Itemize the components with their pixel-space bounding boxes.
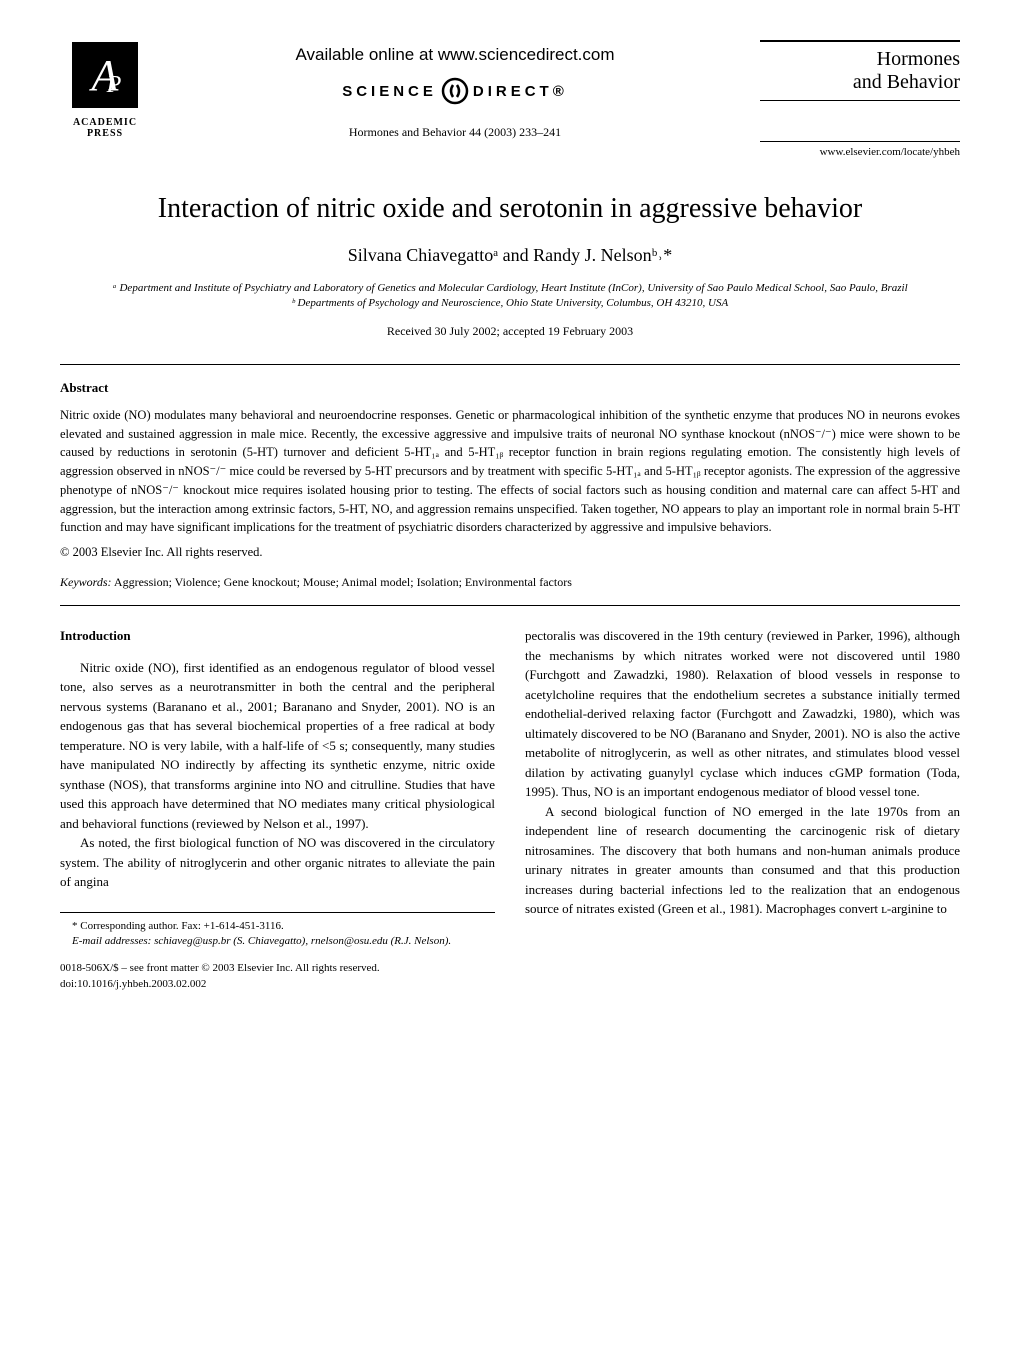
footnotes: * Corresponding author. Fax: +1-614-451-… — [60, 912, 495, 993]
issn-line: 0018-506X/$ – see front matter © 2003 El… — [60, 961, 495, 976]
journal-citation: Hormones and Behavior 44 (2003) 233–241 — [150, 125, 760, 140]
affiliation-b: ᵇ Departments of Psychology and Neurosci… — [60, 296, 960, 311]
intro-para-3: pectoralis was discovered in the 19th ce… — [525, 626, 960, 802]
page-header: A P ACADEMIC PRESS Available online at w… — [60, 40, 960, 158]
received-dates: Received 30 July 2002; accepted 19 Febru… — [60, 324, 960, 339]
article-title: Interaction of nitric oxide and serotoni… — [60, 193, 960, 225]
doi-line: doi:10.1016/j.yhbeh.2003.02.002 — [60, 977, 495, 992]
divider — [60, 605, 960, 606]
right-column: pectoralis was discovered in the 19th ce… — [525, 626, 960, 992]
publisher-label: ACADEMIC PRESS — [60, 117, 150, 139]
journal-name: Hormones and Behavior — [760, 40, 960, 101]
right-header: Hormones and Behavior www.elsevier.com/l… — [760, 40, 960, 158]
intro-para-1: Nitric oxide (NO), first identified as a… — [60, 658, 495, 834]
sciencedirect-icon — [441, 77, 469, 105]
divider — [60, 364, 960, 365]
journal-name-line1: Hormones — [877, 48, 960, 70]
abstract-heading: Abstract — [60, 380, 960, 396]
available-online-text: Available online at www.sciencedirect.co… — [150, 45, 760, 65]
center-header: Available online at www.sciencedirect.co… — [150, 40, 760, 140]
left-column: Introduction Nitric oxide (NO), first id… — [60, 626, 495, 992]
svg-text:P: P — [106, 72, 122, 98]
keywords-list: Aggression; Violence; Gene knockout; Mou… — [114, 575, 572, 589]
sciencedirect-logo: SCIENCE DIRECT® — [150, 77, 760, 105]
abstract-text: Nitric oxide (NO) modulates many behavio… — [60, 406, 960, 537]
direct-label: DIRECT® — [473, 83, 568, 100]
main-content: Introduction Nitric oxide (NO), first id… — [60, 626, 960, 992]
abstract-copyright: © 2003 Elsevier Inc. All rights reserved… — [60, 545, 960, 560]
affiliations: ᵃ Department and Institute of Psychiatry… — [60, 281, 960, 312]
introduction-heading: Introduction — [60, 626, 495, 646]
journal-url: www.elsevier.com/locate/yhbeh — [760, 141, 960, 158]
corresponding-author: * Corresponding author. Fax: +1-614-451-… — [60, 919, 495, 934]
keywords-label: Keywords: — [60, 575, 112, 589]
intro-para-2: As noted, the first biological function … — [60, 833, 495, 892]
keywords: Keywords: Aggression; Violence; Gene kno… — [60, 575, 960, 590]
affiliation-a: ᵃ Department and Institute of Psychiatry… — [60, 281, 960, 296]
journal-name-line2: and Behavior — [853, 71, 960, 93]
doi-section: 0018-506X/$ – see front matter © 2003 El… — [60, 961, 495, 992]
intro-para-4: A second biological function of NO emerg… — [525, 802, 960, 919]
science-label: SCIENCE — [342, 83, 437, 100]
email-text: E-mail addresses: schiaveg@usp.br (S. Ch… — [72, 935, 451, 947]
academic-press-logo-icon: A P — [70, 40, 140, 110]
authors: Silvana Chiavegattoᵃ and Randy J. Nelson… — [60, 245, 960, 266]
publisher-logo-box: A P ACADEMIC PRESS — [60, 40, 150, 139]
email-addresses: E-mail addresses: schiaveg@usp.br (S. Ch… — [60, 934, 495, 949]
